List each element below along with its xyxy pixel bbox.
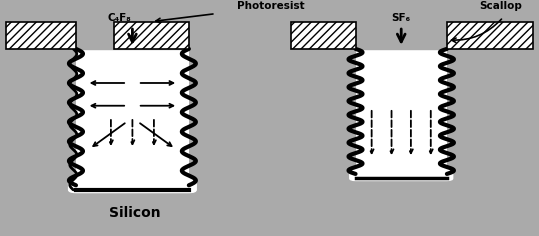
Text: Silicon: Silicon xyxy=(109,206,161,219)
Bar xyxy=(6,22,76,49)
Bar xyxy=(356,49,447,178)
Bar xyxy=(114,22,189,49)
Text: Scallop: Scallop xyxy=(479,1,522,11)
Bar xyxy=(356,22,447,49)
Bar xyxy=(447,22,533,49)
Bar xyxy=(76,22,189,49)
Bar xyxy=(291,22,356,49)
FancyBboxPatch shape xyxy=(349,167,453,181)
FancyBboxPatch shape xyxy=(68,177,197,193)
Text: SF₆: SF₆ xyxy=(392,13,411,23)
Text: Photoresist: Photoresist xyxy=(237,1,305,11)
Text: C₄F₈: C₄F₈ xyxy=(107,13,131,23)
Bar xyxy=(76,49,189,190)
Bar xyxy=(1,8,270,235)
Bar xyxy=(270,8,538,235)
